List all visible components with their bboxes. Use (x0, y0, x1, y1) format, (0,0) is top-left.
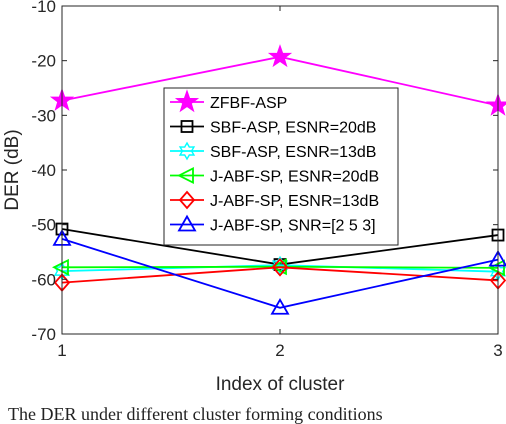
legend: ZFBF-ASP SBF-ASP, ESNR=20dB SBF-ASP, ESNR=… (163, 87, 399, 246)
data-point (270, 297, 290, 315)
legend-box (163, 87, 399, 246)
legend-marker (177, 214, 197, 232)
y-tick-label: -30 (31, 106, 56, 125)
y-tick-label: -50 (31, 216, 56, 235)
data-point (271, 255, 289, 275)
legend-entry: SBF-ASP, ESNR=13dB (170, 141, 376, 161)
data-point (487, 259, 505, 277)
data-point (267, 44, 293, 68)
figure-caption: The DER under different cluster forming … (8, 404, 383, 424)
legend-entry: J-ABF-SP, ESNR=13dB (170, 190, 379, 210)
tick-layer: -10 -20 -30 -40 -50 -60 -701 2 3 (31, 0, 502, 360)
data-point (51, 258, 69, 276)
y-tick-label: -20 (31, 52, 56, 71)
legend-marker (178, 190, 196, 210)
x-axis-label: Index of cluster (216, 374, 346, 395)
legend-entry: SBF-ASP, ESNR=20dB (170, 120, 376, 137)
legend-entry: ZFBF-ASP (170, 89, 287, 113)
legend-label: ZFBF-ASP (210, 95, 287, 112)
y-tick-label: -60 (31, 270, 56, 289)
chart: -10 -20 -30 -40 -50 -60 -701 2 3 Index of cluste… (2, 0, 506, 395)
legend-label: SBF-ASP, ESNR=13dB (210, 144, 376, 161)
legend-label: J-ABF-SP, ESNR=20dB (210, 169, 379, 186)
x-tick-label: 2 (275, 341, 284, 360)
y-axis-label: DER (dB) (2, 129, 23, 210)
legend-label: SBF-ASP, ESNR=20dB (210, 120, 376, 137)
series-line (61, 238, 499, 309)
data-point (271, 257, 289, 277)
legend-entry: J-ABF-SP, SNR=[2 5 3] (170, 214, 376, 235)
series-line (61, 264, 499, 273)
legend-label: J-ABF-SP, ESNR=13dB (210, 193, 379, 210)
legend-entry: J-ABF-SP, ESNR=20dB (170, 167, 379, 186)
legend-marker (180, 120, 194, 133)
y-tick-label: -40 (31, 161, 56, 180)
x-tick-label: 1 (57, 341, 66, 360)
legend-marker (178, 141, 196, 161)
legend-marker (174, 89, 200, 113)
legend-marker (176, 167, 194, 184)
y-tick-label: -10 (31, 0, 56, 16)
x-tick-label: 3 (493, 341, 502, 360)
y-tick-label: -70 (31, 325, 56, 344)
legend-label: J-ABF-SP, SNR=[2 5 3] (210, 218, 376, 235)
